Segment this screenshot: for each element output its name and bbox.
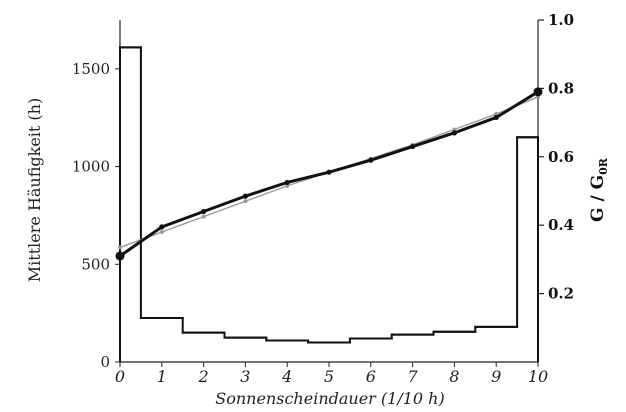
- y-left-tick-label: 1500: [72, 60, 110, 78]
- series-thick-point: [410, 143, 416, 150]
- series-thin-point: [285, 183, 290, 188]
- x-tick-label: 0: [115, 367, 125, 386]
- x-tick-label: 9: [491, 367, 501, 386]
- x-tick-label: 1: [157, 367, 167, 386]
- x-tick-label: 10: [528, 367, 548, 386]
- series-thin-point: [159, 230, 164, 235]
- axes: [115, 19, 544, 367]
- y-axis-label-right-main: G / G: [588, 175, 608, 222]
- y-left-tick-label: 500: [81, 255, 110, 273]
- x-tick-label: 5: [324, 367, 334, 386]
- x-tick-label: 8: [449, 367, 459, 386]
- series-thick-point: [242, 193, 248, 199]
- series-thin-point: [452, 127, 457, 132]
- series-thick-point: [159, 224, 165, 230]
- series-thin-point: [494, 112, 499, 117]
- y-right-tick-label: 0.2: [548, 285, 574, 303]
- x-tick-label: 7: [408, 367, 419, 386]
- y-right-tick-label: 1.0: [548, 11, 574, 29]
- y-axis-label-left: Mittlere Häufigkeit (h): [25, 98, 44, 282]
- y-left-tick-label: 1000: [72, 158, 110, 176]
- series-thin-point: [201, 214, 206, 219]
- y-axis-label-right: G / G0R: [588, 157, 610, 222]
- histogram: [119, 46, 539, 362]
- histogram-outline: [119, 46, 539, 362]
- x-tick-label: 4: [281, 367, 292, 386]
- y-right-tick-label: 0.4: [548, 216, 574, 234]
- series-thick-point: [368, 157, 374, 163]
- series-thick-point: [533, 87, 543, 97]
- series-thick-point: [326, 169, 332, 175]
- series-thick-point: [451, 130, 457, 136]
- y-right-tick-label: 0.8: [548, 79, 574, 97]
- y-axis-label-right-subscript: 0R: [597, 157, 610, 175]
- x-tick-label: 3: [240, 367, 250, 386]
- y-right-tick-label: 0.6: [548, 148, 574, 166]
- x-tick-label: 6: [366, 367, 376, 386]
- series-thin-point: [243, 199, 248, 204]
- series-thick-point: [201, 208, 207, 215]
- x-axis-label: Sonnenscheindauer (1/10 h): [215, 389, 444, 408]
- series-thick-point: [284, 179, 290, 186]
- line-series: [115, 87, 543, 261]
- series-thick-point: [493, 114, 499, 121]
- y-left-tick-label: 0: [100, 353, 110, 371]
- x-tick-label: 2: [198, 367, 209, 386]
- series-thin-point: [118, 245, 122, 250]
- series-thick-point: [115, 251, 125, 261]
- tick-labels: 0 1 2 3 4 5 6 7 8 9 10 0 500 1000 1500 0.2 0.4 0.6 0.8 1.0: [72, 11, 574, 386]
